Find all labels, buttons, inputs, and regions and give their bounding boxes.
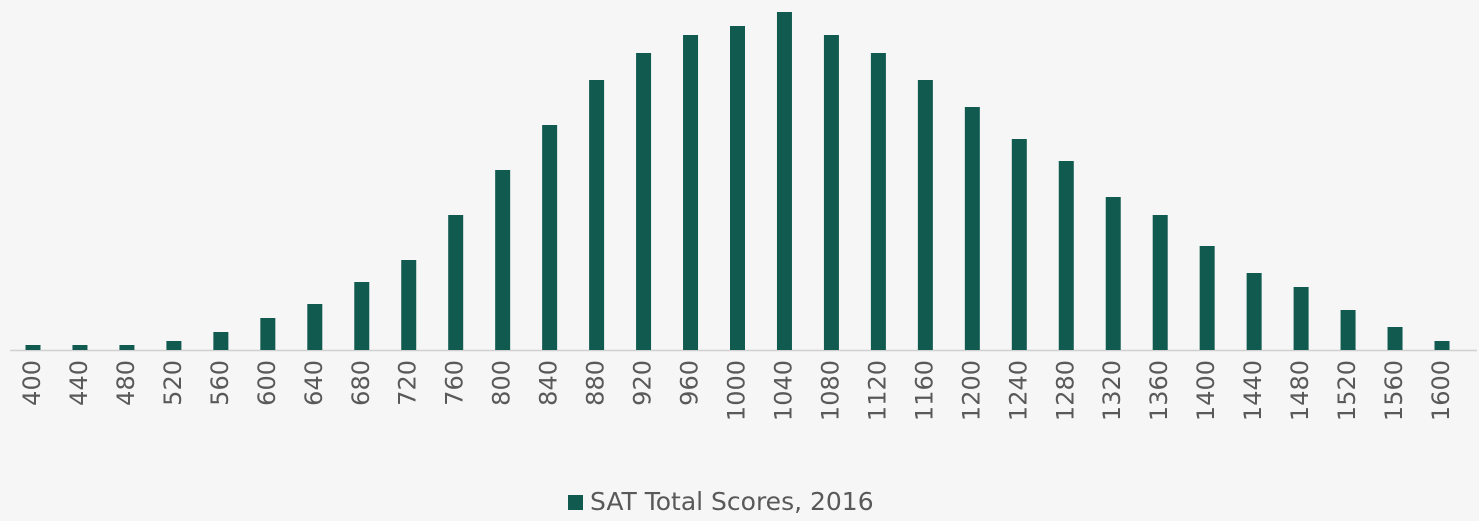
x-tick-label: 520 <box>159 360 187 406</box>
x-tick-label: 720 <box>394 360 422 406</box>
bar <box>1246 273 1262 350</box>
bar <box>448 215 464 350</box>
x-tick-label: 1400 <box>1192 360 1220 421</box>
x-tick-label: 600 <box>253 360 281 406</box>
x-tick-label: 1240 <box>1004 360 1032 421</box>
bar <box>1340 310 1356 350</box>
bar <box>25 345 41 350</box>
bar <box>636 53 652 350</box>
bar <box>72 345 88 350</box>
bar <box>1199 246 1215 350</box>
x-tick-label: 1160 <box>910 360 938 421</box>
x-tick-label: 480 <box>112 360 140 406</box>
x-tick-label: 840 <box>535 360 563 406</box>
x-tick-label: 1000 <box>723 360 751 421</box>
x-tick-label: 760 <box>441 360 469 406</box>
bar <box>964 107 980 350</box>
x-tick-label: 1440 <box>1239 360 1267 421</box>
bar <box>1105 197 1121 350</box>
x-tick-label: 1560 <box>1380 360 1408 421</box>
x-tick-label: 640 <box>300 360 328 406</box>
x-tick-label: 880 <box>582 360 610 406</box>
bar <box>1011 139 1027 350</box>
bar <box>542 125 558 350</box>
x-tick-label: 960 <box>676 360 704 406</box>
x-tick-label: 440 <box>65 360 93 406</box>
x-tick-label: 1320 <box>1098 360 1126 421</box>
bar <box>166 341 182 350</box>
bar <box>870 53 886 350</box>
x-tick-label: 400 <box>18 360 46 406</box>
bar <box>401 260 417 350</box>
bar <box>683 35 699 350</box>
bar <box>823 35 839 350</box>
x-tick-label: 560 <box>206 360 234 406</box>
bar <box>589 80 605 350</box>
bar <box>1152 215 1168 350</box>
x-tick-label: 1360 <box>1145 360 1173 421</box>
x-tick-label: 1200 <box>957 360 985 421</box>
x-tick-label: 800 <box>488 360 516 406</box>
x-tick-label: 920 <box>629 360 657 406</box>
x-tick-label: 1480 <box>1286 360 1314 421</box>
legend-label: SAT Total Scores, 2016 <box>590 487 874 516</box>
bar <box>1293 287 1309 350</box>
bar <box>119 345 135 350</box>
bar <box>1434 341 1450 350</box>
bar <box>354 282 370 350</box>
x-tick-label: 1520 <box>1333 360 1361 421</box>
bar <box>213 332 229 350</box>
bar <box>260 318 276 350</box>
bar <box>1058 161 1074 350</box>
bar <box>495 170 511 350</box>
x-tick-label: 1040 <box>769 360 797 421</box>
x-tick-label: 1280 <box>1051 360 1079 421</box>
bar <box>776 12 792 350</box>
bar <box>307 304 323 350</box>
bar <box>730 26 745 350</box>
x-tick-label: 1120 <box>863 360 891 421</box>
x-tick-label: 680 <box>347 360 375 406</box>
x-tick-label: 1600 <box>1427 360 1455 421</box>
legend-swatch <box>568 495 583 510</box>
x-tick-label: 1080 <box>816 360 844 421</box>
bar <box>1387 327 1403 350</box>
bar <box>917 80 933 350</box>
